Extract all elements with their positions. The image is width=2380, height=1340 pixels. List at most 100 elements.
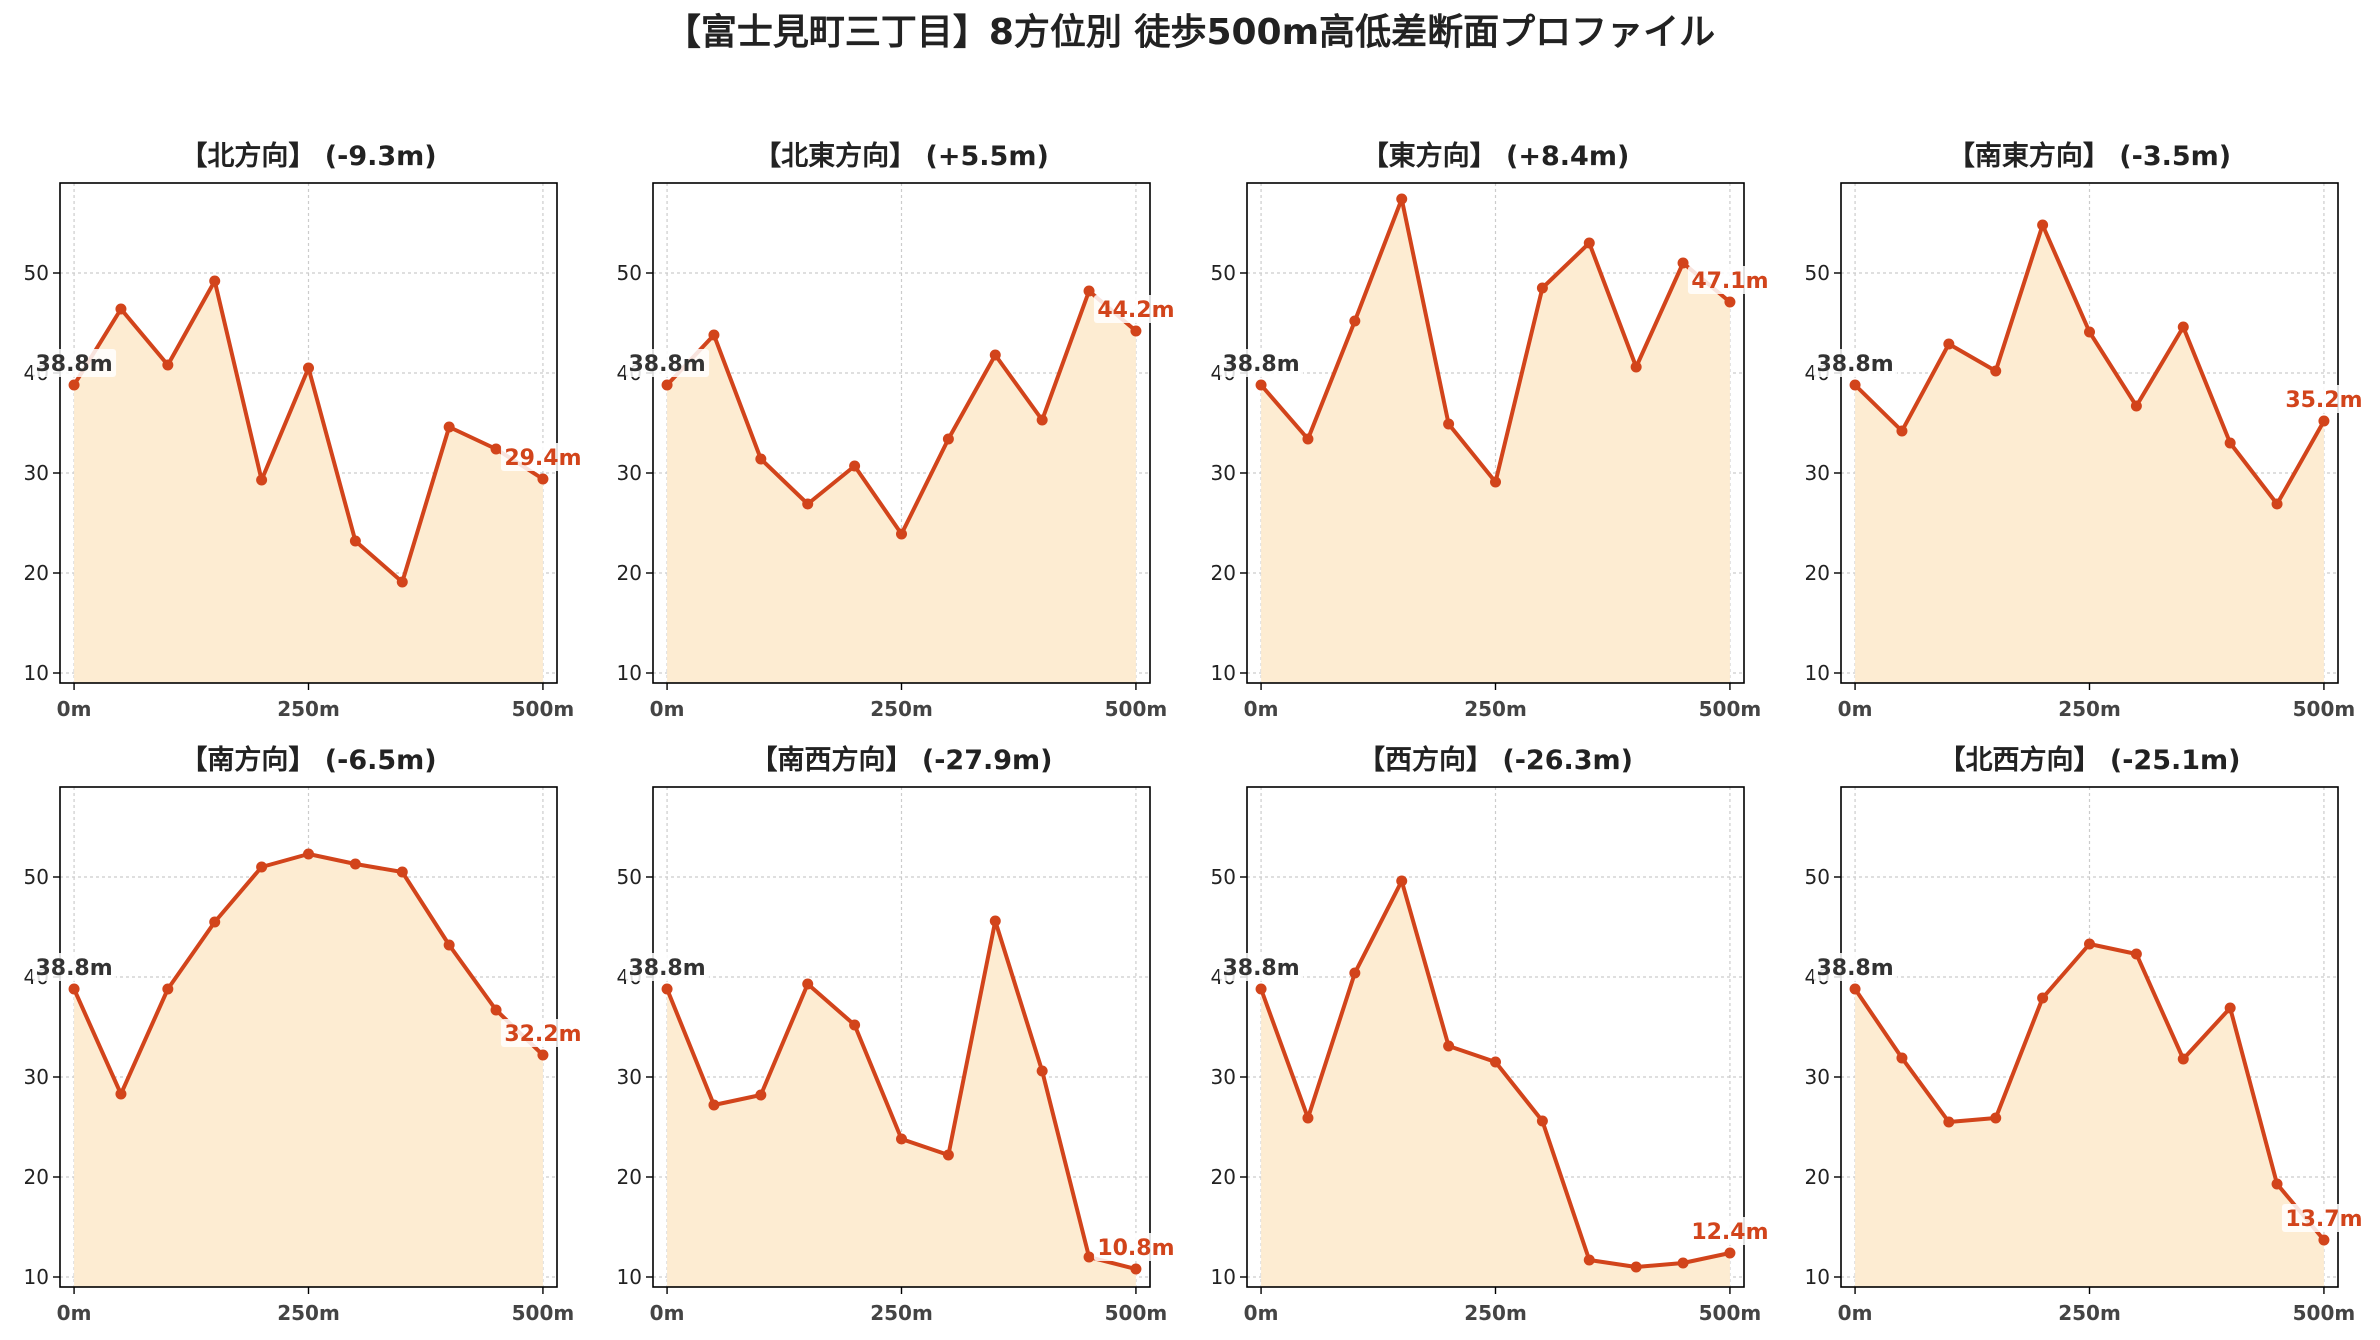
data-point: [396, 866, 408, 878]
subplot-title: 【東方向】 (+8.4m): [1362, 140, 1630, 172]
x-tick-label: 250m: [1464, 697, 1527, 721]
y-tick-label: 20: [1211, 1165, 1236, 1189]
subplot-3: 【東方向】 (+8.4m)0m250m500m102030405038.8m47…: [1211, 140, 1772, 721]
start-label-box: [625, 349, 710, 377]
y-tick-label: 30: [24, 461, 49, 485]
data-point: [2224, 1002, 2236, 1014]
x-tick-label: 250m: [870, 697, 933, 721]
y-tick-label: 20: [617, 1165, 642, 1189]
data-point: [2037, 992, 2049, 1004]
start-elevation-label: 38.8m: [35, 956, 112, 981]
data-point: [303, 362, 314, 374]
data-point: [162, 983, 174, 995]
y-tick-label: 50: [1805, 865, 1830, 889]
x-tick-label: 250m: [2058, 697, 2121, 721]
end-elevation-label: 13.7m: [2285, 1207, 2362, 1232]
data-point: [896, 1133, 907, 1145]
x-tick-label: 0m: [1244, 697, 1279, 721]
y-tick-label: 50: [617, 261, 642, 285]
data-point: [1255, 983, 1267, 995]
end-label-box: [1093, 295, 1178, 323]
data-point: [2177, 1053, 2189, 1065]
y-tick-label: 20: [1805, 1165, 1830, 1189]
subplot-1: 【北方向】 (-9.3m)0m250m500m102030405038.8m29…: [24, 140, 585, 721]
data-point: [2318, 1234, 2330, 1246]
y-tick-label: 50: [24, 865, 49, 889]
data-point: [755, 1089, 767, 1101]
data-point: [1130, 1263, 1142, 1275]
x-tick-label: 250m: [1464, 1301, 1527, 1325]
data-point: [1677, 1257, 1689, 1269]
x-tick-label: 500m: [2293, 1301, 2356, 1325]
end-label-box: [500, 1019, 585, 1047]
data-point: [1630, 1261, 1642, 1273]
y-tick-label: 20: [1211, 561, 1236, 585]
subplot-6: 【南西方向】 (-27.9m)0m250m500m102030405038.8m…: [617, 744, 1178, 1325]
subplot-8: 【北西方向】 (-25.1m)0m250m500m102030405038.8m…: [1805, 744, 2366, 1325]
x-tick-label: 0m: [650, 697, 685, 721]
data-point: [1849, 379, 1861, 391]
end-elevation-label: 47.1m: [1691, 269, 1768, 294]
end-elevation-label: 29.4m: [504, 446, 581, 471]
page-title: 【富士見町三丁目】8方位別 徒歩500m高低差断面プロファイル: [664, 12, 1716, 53]
data-point: [115, 1088, 127, 1100]
data-point: [1990, 365, 2002, 377]
data-point: [1302, 1112, 1314, 1124]
start-label-box: [1813, 953, 1898, 981]
end-elevation-label: 35.2m: [2285, 388, 2362, 413]
data-point: [303, 848, 314, 860]
x-tick-label: 0m: [57, 1301, 92, 1325]
subplot-title: 【南方向】 (-6.5m): [180, 744, 436, 776]
subplot-7: 【西方向】 (-26.3m)0m250m500m102030405038.8m1…: [1211, 744, 1772, 1325]
data-point: [1677, 257, 1689, 269]
data-point: [1083, 285, 1095, 297]
y-tick-label: 20: [617, 561, 642, 585]
data-point: [1536, 282, 1548, 294]
data-point: [396, 576, 408, 588]
data-point: [1943, 338, 1955, 350]
x-tick-label: 500m: [1105, 1301, 1168, 1325]
end-elevation-label: 10.8m: [1097, 1236, 1174, 1261]
subplot-title: 【南西方向】 (-27.9m): [750, 744, 1052, 776]
x-tick-label: 250m: [277, 697, 340, 721]
data-point: [1990, 1112, 2002, 1124]
start-label-box: [1813, 349, 1898, 377]
data-point: [1396, 193, 1408, 205]
data-point: [2084, 326, 2095, 338]
y-tick-label: 30: [24, 1065, 49, 1089]
data-point: [1724, 1247, 1736, 1259]
y-tick-label: 10: [24, 1265, 49, 1289]
y-tick-label: 50: [1211, 261, 1236, 285]
y-tick-label: 10: [617, 661, 642, 685]
data-point: [1349, 315, 1361, 327]
data-point: [849, 1019, 861, 1031]
data-point: [1724, 296, 1736, 308]
y-tick-label: 20: [24, 561, 49, 585]
subplot-title: 【北東方向】 (+5.5m): [754, 140, 1049, 172]
data-point: [1302, 433, 1314, 445]
x-tick-label: 0m: [1838, 697, 1873, 721]
elevation-area: [1855, 225, 2324, 683]
subplot-title: 【北方向】 (-9.3m): [180, 140, 436, 172]
y-tick-label: 30: [617, 1065, 642, 1089]
data-point: [802, 498, 814, 510]
y-tick-label: 30: [1805, 1065, 1830, 1089]
y-tick-label: 20: [1805, 561, 1830, 585]
data-point: [989, 915, 1001, 927]
start-elevation-label: 38.8m: [35, 352, 112, 377]
y-tick-label: 30: [1805, 461, 1830, 485]
data-point: [708, 329, 720, 341]
y-tick-label: 30: [1211, 461, 1236, 485]
data-point: [349, 535, 361, 547]
data-point: [1130, 325, 1142, 337]
y-tick-label: 50: [1211, 865, 1236, 889]
data-point: [1443, 1040, 1455, 1052]
x-tick-label: 250m: [2058, 1301, 2121, 1325]
start-label-box: [32, 953, 117, 981]
data-point: [2130, 948, 2142, 960]
end-label-box: [1093, 1233, 1178, 1261]
y-tick-label: 50: [1805, 261, 1830, 285]
elevation-area: [1261, 199, 1730, 683]
y-tick-label: 10: [1211, 661, 1236, 685]
y-tick-label: 50: [617, 865, 642, 889]
